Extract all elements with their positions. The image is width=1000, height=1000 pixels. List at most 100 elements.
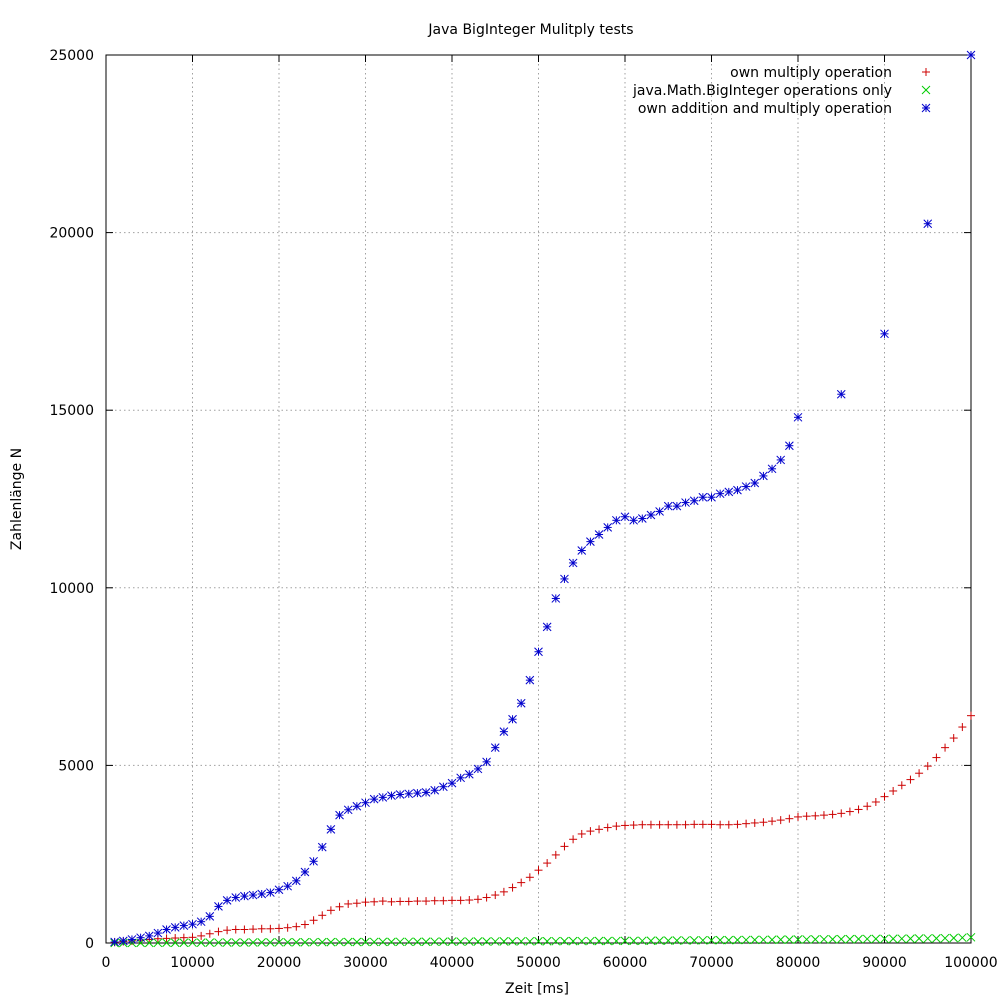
y-tick-label: 20000 [49, 226, 94, 242]
data-point [906, 775, 915, 784]
data-point [784, 441, 794, 451]
data-point [179, 921, 189, 930]
series-layer [110, 50, 976, 948]
data-point [517, 878, 526, 887]
plot-frame [105, 54, 972, 944]
data-point [568, 936, 578, 946]
data-point [637, 936, 647, 946]
data-point [499, 937, 509, 946]
data-point [378, 897, 387, 906]
data-point [534, 936, 543, 946]
data-point [534, 866, 543, 875]
data-point [335, 902, 344, 911]
x-tick-label: 0 [102, 955, 111, 971]
chart-title: Java BigInteger Mulitply tests [427, 22, 633, 38]
data-point [482, 937, 491, 946]
data-point [612, 822, 621, 831]
data-point [802, 812, 811, 821]
data-point [741, 482, 751, 491]
x-tick-label: 90000 [862, 955, 907, 971]
data-point [802, 935, 812, 944]
data-point [741, 935, 751, 945]
data-point [560, 936, 569, 946]
data-point [776, 935, 786, 945]
data-point [785, 814, 794, 823]
y-axis-label: Zahlenlänge N [9, 448, 25, 550]
data-point [196, 917, 206, 927]
x-tick-label: 40000 [430, 955, 475, 971]
data-point [162, 925, 171, 934]
data-point [915, 769, 924, 778]
data-point [265, 938, 275, 947]
data-point [586, 827, 595, 836]
data-point [560, 842, 569, 851]
data-point [767, 464, 777, 474]
data-point [603, 936, 613, 946]
data-point [136, 933, 145, 943]
data-point [845, 934, 855, 944]
data-point [733, 820, 742, 829]
data-point [941, 743, 950, 752]
data-point [664, 820, 673, 829]
y-tick-label: 0 [85, 936, 94, 952]
data-point [672, 936, 682, 945]
data-point [525, 675, 535, 685]
data-point [880, 934, 889, 944]
data-point [248, 938, 258, 947]
data-point [516, 698, 526, 708]
data-point [222, 896, 232, 905]
data-point [957, 933, 967, 943]
data-point [240, 925, 249, 934]
grid-layer [106, 55, 971, 943]
data-point [430, 896, 439, 905]
series-3 [110, 50, 976, 947]
data-point [404, 897, 413, 906]
data-point [179, 933, 188, 942]
data-point [508, 937, 517, 946]
data-point [897, 781, 906, 790]
data-point [265, 888, 275, 897]
data-point [508, 714, 517, 724]
data-point [317, 937, 327, 947]
data-point [118, 936, 128, 946]
data-point [958, 723, 967, 732]
y-tick-label: 15000 [49, 403, 94, 419]
data-point [672, 501, 682, 511]
data-point [889, 786, 898, 795]
data-point [404, 789, 414, 799]
x-tick-label: 50000 [516, 955, 561, 971]
data-point [456, 896, 465, 905]
data-point [663, 936, 673, 945]
data-point [343, 805, 353, 815]
data-point [611, 936, 621, 946]
data-point [525, 936, 535, 946]
data-point [369, 794, 379, 804]
data-point [716, 820, 725, 829]
data-point [144, 931, 154, 941]
data-point [932, 934, 941, 943]
data-point [292, 922, 301, 931]
data-point [387, 937, 396, 947]
data-point [482, 893, 491, 902]
data-point [421, 937, 431, 947]
data-point [655, 507, 664, 516]
data-point [871, 797, 880, 806]
data-point [464, 769, 474, 779]
data-point [793, 412, 803, 422]
data-point [162, 938, 171, 948]
data-point [629, 821, 638, 830]
data-point [577, 829, 586, 838]
data-point [845, 807, 854, 816]
data-point [784, 935, 794, 944]
data-point [551, 594, 561, 603]
data-point [283, 923, 292, 932]
data-point [240, 938, 249, 947]
data-point [681, 820, 690, 829]
x-tick-label: 70000 [689, 955, 734, 971]
data-point [231, 925, 240, 934]
data-point [309, 856, 318, 866]
data-point [923, 934, 933, 943]
data-point [932, 753, 941, 762]
data-point [577, 546, 587, 555]
data-point [681, 936, 690, 945]
